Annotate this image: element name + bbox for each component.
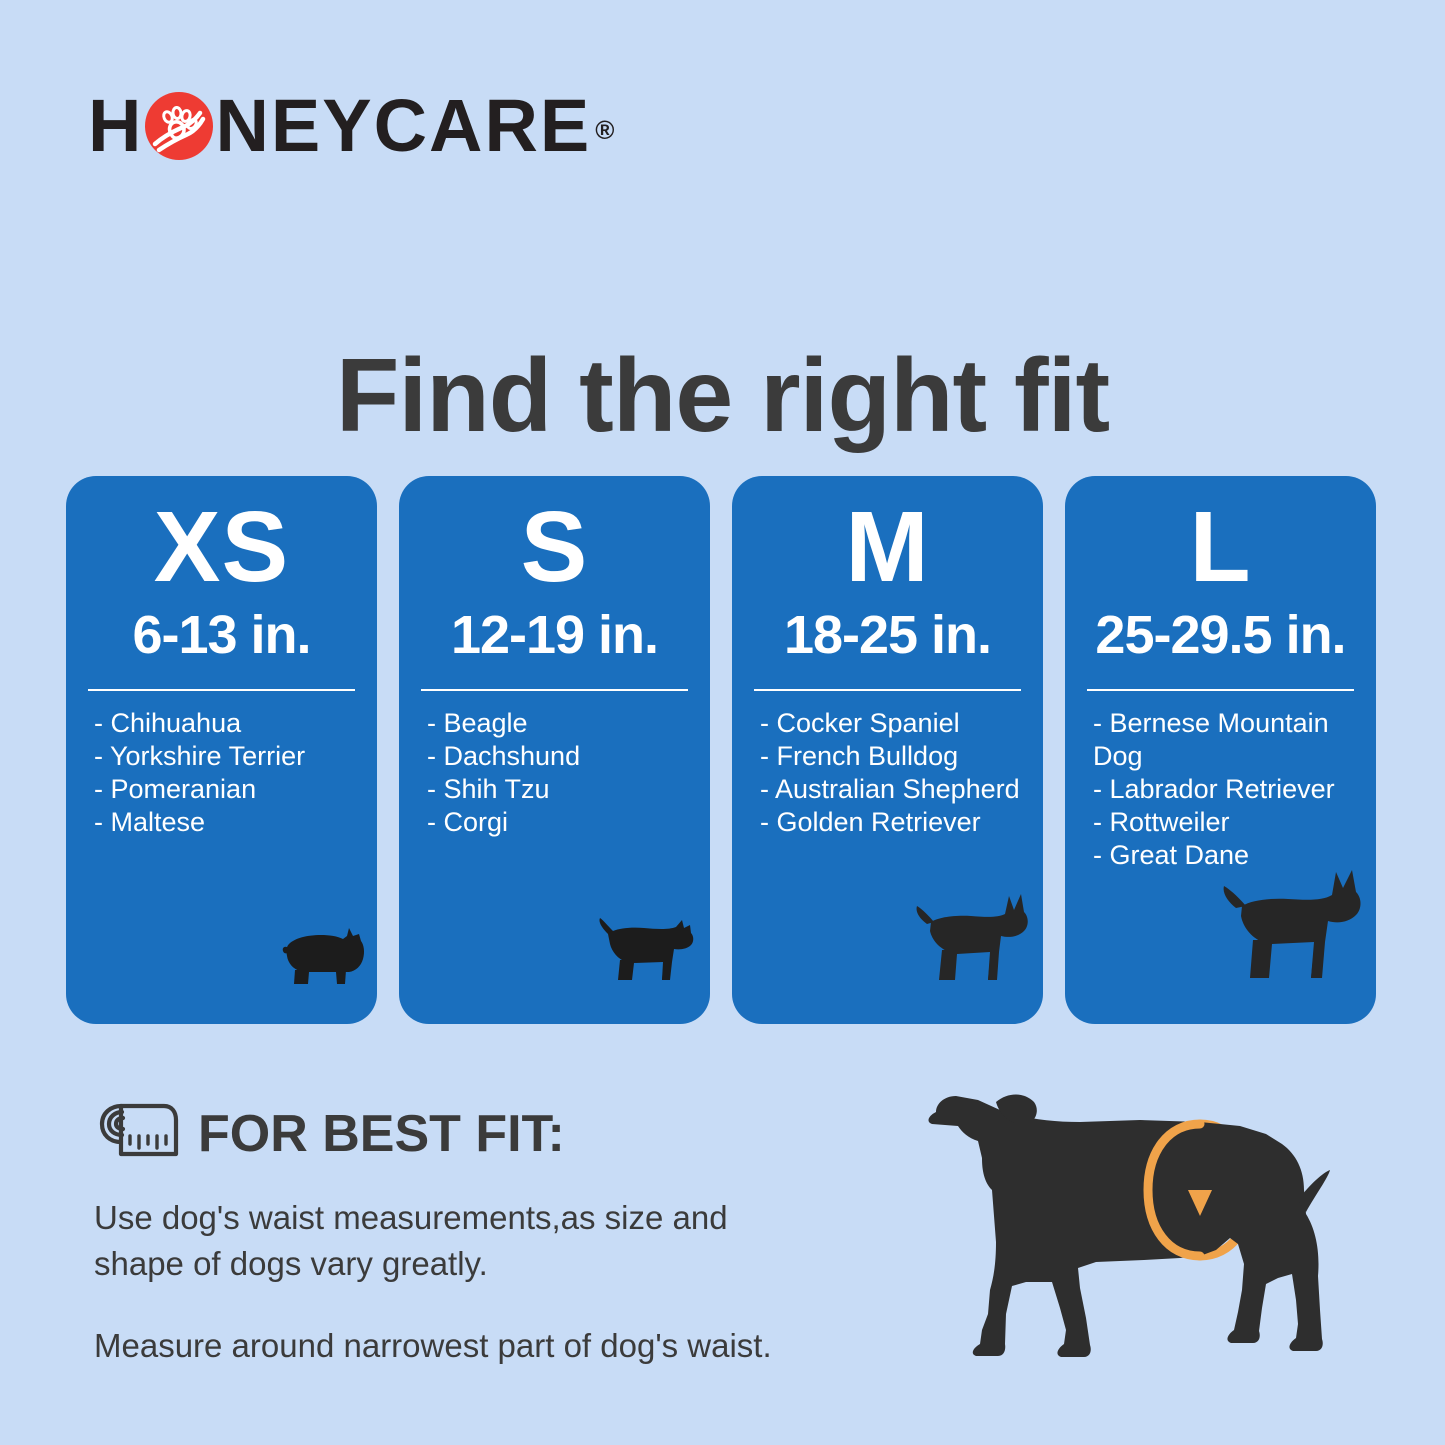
dog-waist-measure-diagram bbox=[900, 1062, 1330, 1407]
size-card-s[interactable]: S 12-19 in. - Beagle - Dachshund - Shih … bbox=[399, 476, 710, 1024]
page-title: Find the right fit bbox=[335, 337, 1110, 454]
list-item: - Maltese bbox=[94, 807, 206, 838]
breed-list: - Chihuahua - Yorkshire Terrier - Pomera… bbox=[84, 707, 359, 839]
brand-logo: H NEYCARE ® bbox=[88, 88, 616, 164]
list-item: - Great Dane bbox=[1093, 840, 1250, 871]
brand-wordmark: H NEYCARE ® bbox=[88, 88, 616, 164]
size-card-group: XS 6-13 in. - Chihuahua - Yorkshire Terr… bbox=[66, 476, 1381, 1024]
size-card-xs[interactable]: XS 6-13 in. - Chihuahua - Yorkshire Terr… bbox=[66, 476, 377, 1024]
registered-trademark-symbol: ® bbox=[595, 115, 617, 145]
list-item: - Bernese Mountain Dog bbox=[1093, 708, 1329, 772]
bulldog-silhouette-icon bbox=[273, 914, 369, 992]
breed-list: - Beagle - Dachshund - Shih Tzu - Corgi bbox=[417, 707, 692, 839]
list-item: - Labrador Retriever bbox=[1093, 774, 1335, 805]
size-range: 6-13 in. bbox=[132, 605, 311, 665]
measuring-tape-icon bbox=[94, 1100, 180, 1167]
card-divider bbox=[88, 689, 355, 692]
list-item: - Chihuahua bbox=[94, 708, 242, 739]
size-label: S bbox=[520, 491, 589, 603]
card-divider bbox=[421, 689, 688, 692]
list-item: - Corgi bbox=[427, 807, 509, 838]
best-fit-paragraph-1: Use dog's waist measurements,as size and… bbox=[94, 1199, 728, 1283]
list-item: - Dachshund bbox=[427, 741, 581, 772]
breed-list: - Cocker Spaniel - French Bulldog - Aust… bbox=[750, 707, 1025, 839]
logo-text-before-o: H bbox=[88, 84, 144, 167]
size-range: 18-25 in. bbox=[783, 605, 992, 665]
list-item: - French Bulldog bbox=[760, 741, 959, 772]
medium-dog-silhouette-icon bbox=[911, 886, 1035, 992]
terrier-silhouette-icon bbox=[590, 906, 702, 992]
size-label: L bbox=[1189, 491, 1252, 603]
list-item: - Cocker Spaniel bbox=[760, 708, 960, 739]
logo-text-after-o: NEYCARE bbox=[215, 84, 592, 167]
list-item: - Australian Shepherd bbox=[760, 774, 1020, 805]
list-item: - Shih Tzu bbox=[427, 774, 550, 805]
best-fit-paragraph-2: Measure around narrowest part of dog's w… bbox=[94, 1327, 772, 1365]
paw-in-hand-icon bbox=[141, 88, 217, 164]
list-item: - Rottweiler bbox=[1093, 807, 1230, 838]
size-label: M bbox=[845, 491, 930, 603]
card-divider bbox=[754, 689, 1021, 692]
size-range: 25-29.5 in. bbox=[1095, 605, 1346, 665]
size-label: XS bbox=[153, 491, 290, 603]
size-card-l[interactable]: L 25-29.5 in. - Bernese Mountain Dog - L… bbox=[1065, 476, 1376, 1024]
list-item: - Golden Retriever bbox=[760, 807, 981, 838]
list-item: - Beagle bbox=[427, 708, 528, 739]
size-card-m[interactable]: M 18-25 in. - Cocker Spaniel - French Bu… bbox=[732, 476, 1043, 1024]
size-range: 12-19 in. bbox=[450, 605, 659, 665]
breed-list: - Bernese Mountain Dog - Labrador Retrie… bbox=[1083, 707, 1358, 872]
list-item: - Pomeranian bbox=[94, 774, 257, 805]
best-fit-title: FOR BEST FIT: bbox=[198, 1104, 565, 1163]
best-fit-header: FOR BEST FIT: bbox=[94, 1100, 904, 1167]
best-fit-section: FOR BEST FIT: Use dog's waist measuremen… bbox=[94, 1100, 904, 1370]
large-dog-silhouette-icon bbox=[1218, 864, 1368, 992]
list-item: - Yorkshire Terrier bbox=[94, 741, 306, 772]
card-divider bbox=[1087, 689, 1354, 692]
